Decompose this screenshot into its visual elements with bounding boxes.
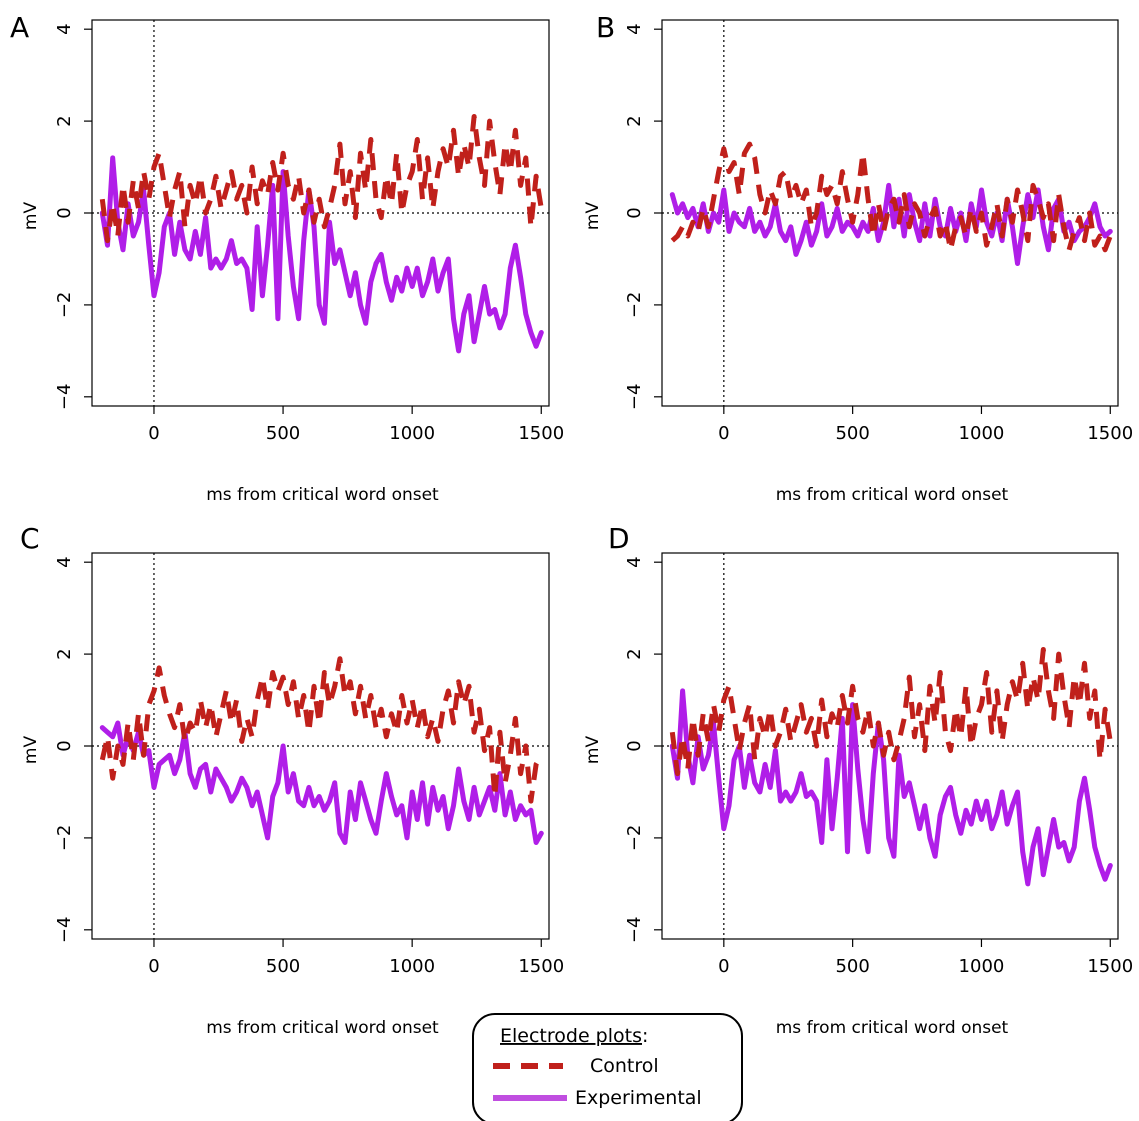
y-axis-label: mV bbox=[583, 736, 603, 765]
y-tick-label: 2 bbox=[54, 648, 75, 659]
x-tick-label: 0 bbox=[148, 956, 159, 977]
series-group bbox=[99, 114, 544, 354]
control-series-line bbox=[99, 656, 544, 804]
y-tick-label: −4 bbox=[54, 917, 75, 944]
legend-title-text: Electrode plots bbox=[500, 1025, 642, 1047]
control-series-line bbox=[99, 114, 544, 244]
plot-frame bbox=[91, 552, 550, 940]
x-tick-label: 1500 bbox=[518, 956, 564, 977]
series-group bbox=[99, 656, 544, 845]
y-tick-label: 2 bbox=[624, 115, 645, 126]
panel-c: 0 500 1000 1500 −4 −2 0 2 4 mV ms from critical wo… bbox=[20, 522, 564, 1038]
x-axis-label: ms from critical word onset bbox=[206, 485, 439, 505]
x-tick-label: 0 bbox=[148, 423, 159, 444]
y-tick-label: −2 bbox=[54, 292, 75, 319]
legend-title: Electrode plots: bbox=[500, 1025, 648, 1047]
legend-title-suffix: : bbox=[642, 1025, 648, 1047]
control-series-line bbox=[669, 647, 1113, 777]
panel-label: C bbox=[20, 522, 40, 555]
y-tick-label: 4 bbox=[624, 556, 645, 567]
panel-label: B bbox=[596, 11, 615, 44]
legend-control-label: Control bbox=[590, 1055, 659, 1077]
x-tick-label: 500 bbox=[266, 956, 300, 977]
panel-a: 0 500 1000 1500 −4 −2 0 2 4 mV ms from critical wo… bbox=[10, 11, 564, 505]
x-tick-label: 1000 bbox=[959, 423, 1005, 444]
x-tick-label: 1500 bbox=[518, 423, 564, 444]
y-axis-label: mV bbox=[583, 202, 603, 231]
experimental-series-line bbox=[669, 688, 1113, 887]
x-axis-label: ms from critical word onset bbox=[206, 1018, 439, 1038]
x-tick-label: 500 bbox=[835, 423, 869, 444]
legend-experimental-label: Experimental bbox=[575, 1087, 702, 1109]
panel-label: A bbox=[10, 11, 29, 44]
y-tick-label: −4 bbox=[624, 917, 645, 944]
y-tick-label: 4 bbox=[54, 23, 75, 34]
x-tick-label: 0 bbox=[718, 956, 729, 977]
x-axis-label: ms from critical word onset bbox=[776, 1018, 1009, 1038]
y-tick-label: 0 bbox=[54, 740, 75, 751]
legend: Electrode plots: Control Experimental bbox=[472, 1013, 743, 1121]
y-tick-label: −2 bbox=[624, 292, 645, 319]
y-tick-label: 2 bbox=[54, 115, 75, 126]
experimental-series-line bbox=[99, 720, 544, 845]
x-tick-label: 1000 bbox=[389, 423, 435, 444]
x-tick-label: 1500 bbox=[1087, 423, 1133, 444]
x-axis-label: ms from critical word onset bbox=[776, 485, 1009, 505]
panel-d: 0 500 1000 1500 −4 −2 0 2 4 mV ms from critical wo… bbox=[583, 522, 1133, 1038]
y-axis-label: mV bbox=[21, 202, 41, 231]
y-tick-label: −2 bbox=[54, 825, 75, 852]
legend-box bbox=[472, 1013, 743, 1121]
experimental-series-line bbox=[99, 155, 544, 354]
experimental-series-line bbox=[669, 182, 1113, 266]
y-tick-label: −4 bbox=[624, 384, 645, 411]
panel-b: 0 500 1000 1500 −4 −2 0 2 4 mV ms from critical wo… bbox=[583, 11, 1133, 505]
x-tick-label: 500 bbox=[266, 423, 300, 444]
y-tick-label: 2 bbox=[624, 648, 645, 659]
series-group bbox=[669, 141, 1113, 266]
panels: 0 500 1000 1500 −4 −2 0 2 4 mV ms from critical wo… bbox=[10, 11, 1133, 1038]
control-series-line bbox=[670, 141, 1113, 253]
y-tick-label: 0 bbox=[54, 207, 75, 218]
x-tick-label: 500 bbox=[835, 956, 869, 977]
x-tick-label: 1500 bbox=[1087, 956, 1133, 977]
y-axis-label: mV bbox=[21, 736, 41, 765]
x-tick-label: 1000 bbox=[959, 956, 1005, 977]
y-tick-label: −2 bbox=[624, 825, 645, 852]
y-tick-label: 0 bbox=[624, 740, 645, 751]
series-group bbox=[669, 647, 1113, 887]
y-tick-label: 0 bbox=[624, 207, 645, 218]
x-tick-label: 0 bbox=[718, 423, 729, 444]
y-tick-label: −4 bbox=[54, 384, 75, 411]
y-tick-label: 4 bbox=[624, 23, 645, 34]
y-tick-label: 4 bbox=[54, 556, 75, 567]
panel-label: D bbox=[608, 522, 630, 555]
x-tick-label: 1000 bbox=[389, 956, 435, 977]
